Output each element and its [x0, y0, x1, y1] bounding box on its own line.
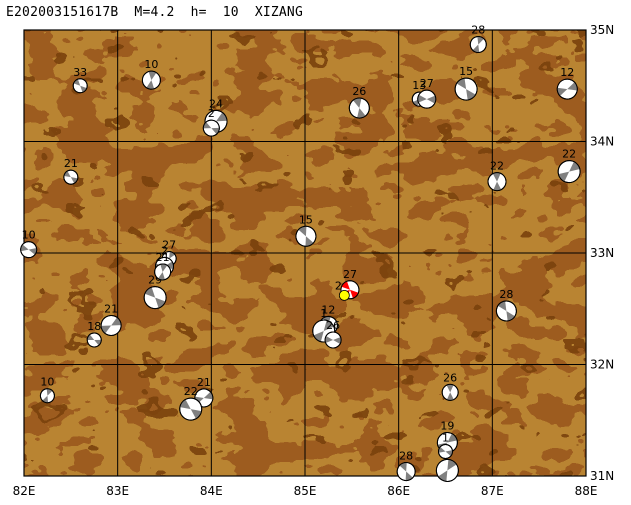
beachball-label: 10: [40, 376, 54, 389]
beachball: [454, 77, 478, 101]
beachball-label: 28: [471, 23, 485, 36]
beachball-label: 24: [209, 97, 223, 110]
beachball: [495, 300, 517, 322]
beachball: [20, 241, 38, 259]
secondary-event-label: 2: [335, 279, 342, 292]
beachball-label: 12: [560, 66, 574, 79]
beachball-label: 26: [443, 371, 457, 384]
lon-tick-label: 86E: [387, 484, 410, 498]
lat-tick-label: 32N: [590, 358, 614, 372]
beachball-label: 21: [156, 251, 170, 264]
lat-tick-label: 34N: [590, 135, 614, 149]
beachball: [312, 319, 336, 343]
lat-tick-label: 35N: [590, 23, 614, 37]
beachball-label: 13: [412, 79, 426, 92]
beachball-label: 21: [104, 302, 118, 315]
beachball: [179, 397, 203, 421]
beachball: [39, 388, 55, 404]
beachball-label: 15: [299, 213, 313, 226]
lat-lon-grid: [24, 30, 586, 476]
beachball: [72, 78, 88, 94]
beachball: [396, 462, 416, 482]
event-epicenter-marker: [338, 289, 350, 301]
main-event-label: 27: [343, 268, 357, 281]
beachball-label: 15: [459, 65, 473, 78]
lon-tick-label: 84E: [200, 484, 223, 498]
latitude-labels: 35N 34N 33N 32N 31N: [590, 23, 614, 483]
beachball-label: 2: [161, 244, 168, 257]
beachball-label: 26: [326, 319, 340, 332]
beachball-label: 26: [352, 85, 366, 98]
longitude-labels: 82E 83E 84E 85E 86E 87E 88E: [13, 484, 598, 498]
beachball: [435, 458, 459, 482]
lon-tick-label: 83E: [106, 484, 129, 498]
beachball-label: 27: [420, 77, 434, 90]
beachball: [556, 78, 578, 100]
beachball-label: 22: [490, 160, 504, 173]
lon-tick-label: 88E: [575, 484, 598, 498]
beachball: [469, 35, 487, 53]
beachball-label: 28: [499, 288, 513, 301]
beachball-label: 28: [399, 450, 413, 463]
beachball: [295, 225, 317, 247]
beachball: [154, 263, 172, 281]
beachball: [487, 172, 507, 192]
beachball: [141, 70, 161, 90]
lon-tick-label: 87E: [481, 484, 504, 498]
beachball-label: 33: [73, 66, 87, 79]
beachball-label: 12: [321, 303, 335, 316]
beachball-label: 21: [197, 376, 211, 389]
beachball: [202, 119, 220, 137]
beachball: [348, 97, 370, 119]
beachball-label: 10: [144, 58, 158, 71]
beachball: [438, 443, 453, 459]
beachball-label: 10: [22, 229, 36, 242]
beachball: [143, 286, 167, 310]
beachball-label: 22: [562, 148, 576, 161]
beachball: [324, 331, 342, 349]
lat-tick-label: 33N: [590, 246, 614, 260]
lon-tick-label: 85E: [294, 484, 317, 498]
beachball: [63, 169, 79, 185]
beachball-label: 1: [442, 431, 449, 444]
beachball-label: 21: [64, 157, 78, 170]
beachball: [557, 160, 581, 184]
lat-tick-label: 31N: [590, 469, 614, 483]
beachball-label: 2: [208, 107, 215, 120]
beachball: [86, 332, 102, 348]
lon-tick-label: 82E: [13, 484, 36, 498]
map-title: E202003151617B M=4.2 h= 10 XIZANG: [6, 5, 303, 20]
beachball: [441, 383, 459, 401]
beachball-label: 1: [320, 307, 327, 320]
beachball: [100, 314, 122, 336]
beachball: [417, 89, 437, 109]
beachball-label: 19: [440, 420, 454, 433]
beachball-label: 27: [162, 239, 176, 252]
beachball-label: 18: [87, 320, 101, 333]
beachball-label: 22: [184, 385, 198, 398]
